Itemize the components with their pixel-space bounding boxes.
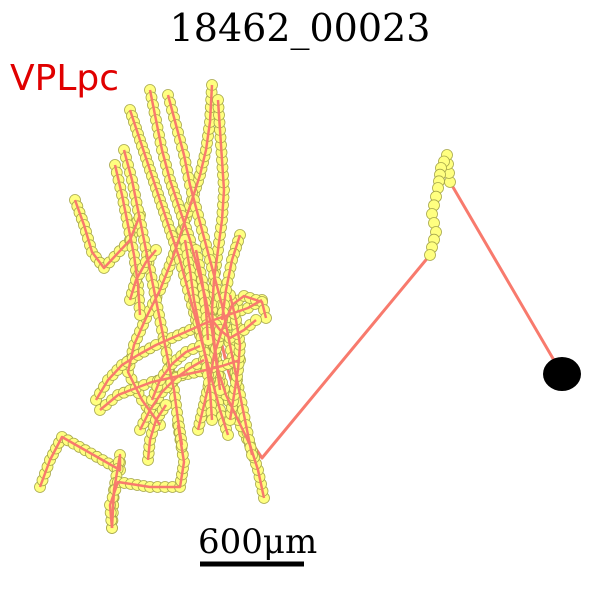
dendrite-branch-overlay bbox=[108, 424, 186, 529]
dendrite-branch-overlay bbox=[113, 164, 142, 316]
region-label: VPLpc bbox=[10, 58, 120, 99]
dendrite-branch-overlay bbox=[126, 84, 214, 426]
dendrite-branch-overlay bbox=[99, 358, 241, 411]
axon-branch bbox=[220, 153, 564, 460]
dendrite-branch-overlay bbox=[194, 249, 210, 341]
dendrite-branch-overlay bbox=[122, 149, 184, 446]
dendrite-branch-overlay bbox=[211, 319, 257, 340]
trace-node bbox=[424, 249, 436, 261]
figure-title: 18462_00023 bbox=[169, 6, 431, 50]
dendrite-branch-overlay bbox=[210, 99, 266, 499]
dendrite-branch-overlay bbox=[128, 249, 157, 301]
dendrite-branch-overlay bbox=[220, 234, 242, 321]
dendrite-branch-overlay bbox=[148, 89, 222, 391]
dendrite-branch-overlay bbox=[150, 344, 201, 401]
dendrite-branch-overlay bbox=[73, 199, 142, 270]
soma-marker bbox=[543, 357, 581, 391]
dendrite-branch-overlay bbox=[228, 294, 242, 421]
dendrite-branch-overlay bbox=[138, 358, 205, 431]
dendrite-branch-overlay bbox=[183, 239, 214, 421]
dendrite-branch-overlay bbox=[128, 109, 230, 436]
scale-bar-label: 600μm bbox=[198, 522, 318, 562]
dendrite-branch-overlay bbox=[166, 94, 254, 456]
neuron-nodes bbox=[34, 79, 456, 534]
dendrite-branch-overlay bbox=[146, 404, 168, 461]
